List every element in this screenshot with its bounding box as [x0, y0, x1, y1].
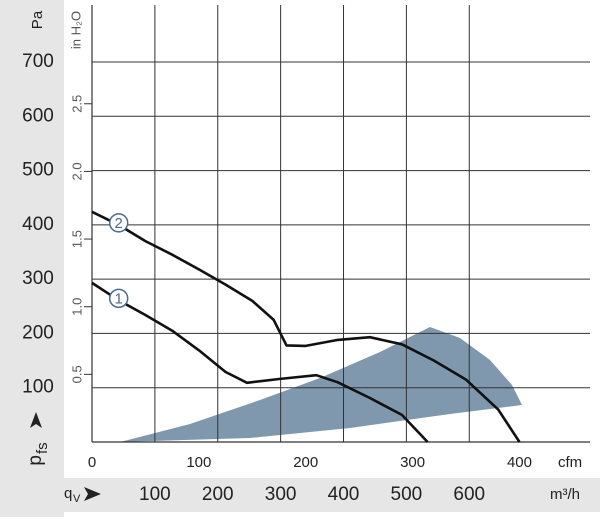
- x2-tick-label: 300: [265, 484, 297, 505]
- y-arrow: [30, 412, 42, 428]
- y-tick-label: 700: [22, 51, 54, 72]
- y2-tick-label: 2.0: [69, 162, 84, 180]
- x-tick-label: 300: [400, 454, 425, 471]
- y-axis-title: Pa: [29, 10, 46, 29]
- y2-tick-label: 0.5: [69, 365, 84, 383]
- x-axis-title: cfm: [558, 454, 582, 471]
- legend-label: 2: [115, 215, 123, 232]
- y2-tick-label: 1.5: [69, 230, 84, 248]
- y-symbol: p fs: [25, 442, 51, 465]
- y-tick-label: 600: [22, 105, 54, 126]
- x2-tick-label: 600: [453, 484, 485, 505]
- y-symbol-main: p: [25, 455, 46, 466]
- x-symbol-main: q: [64, 485, 72, 502]
- y2-axis-title: in H₂O: [68, 11, 83, 49]
- curve: [91, 210, 521, 443]
- y2-tick-label: 1.0: [69, 298, 84, 316]
- x-arrow: [84, 487, 101, 501]
- x-symbol-sub: V: [73, 493, 81, 505]
- x-tick-label: 400: [507, 454, 532, 471]
- y-tick-label: 100: [22, 377, 54, 398]
- curve: [91, 281, 429, 443]
- curve-label-circle: [108, 288, 129, 309]
- x2-tick-label: 200: [202, 484, 234, 505]
- operating-region: [120, 327, 522, 442]
- x-tick-label: 0: [88, 454, 96, 471]
- x-tick-label: 200: [293, 454, 318, 471]
- y-symbol-sub: fs: [34, 442, 51, 454]
- legend-label: 1: [115, 290, 123, 307]
- y-tick-label: 200: [22, 322, 54, 343]
- y2-tick-label: 2.5: [69, 95, 84, 113]
- curve-label-circle: [108, 213, 129, 233]
- left-panel: [0, 0, 64, 517]
- x2-axis-title: m³/h: [550, 486, 580, 503]
- x2-tick-label: 100: [139, 484, 171, 505]
- y-tick-label: 500: [22, 160, 54, 181]
- x-tick-label: 100: [186, 454, 211, 471]
- bottom-panel: [0, 478, 600, 512]
- y-tick-label: 300: [22, 268, 54, 289]
- y-tick-label: 400: [22, 214, 54, 235]
- x2-tick-label: 400: [328, 484, 360, 505]
- x2-tick-label: 500: [391, 484, 423, 505]
